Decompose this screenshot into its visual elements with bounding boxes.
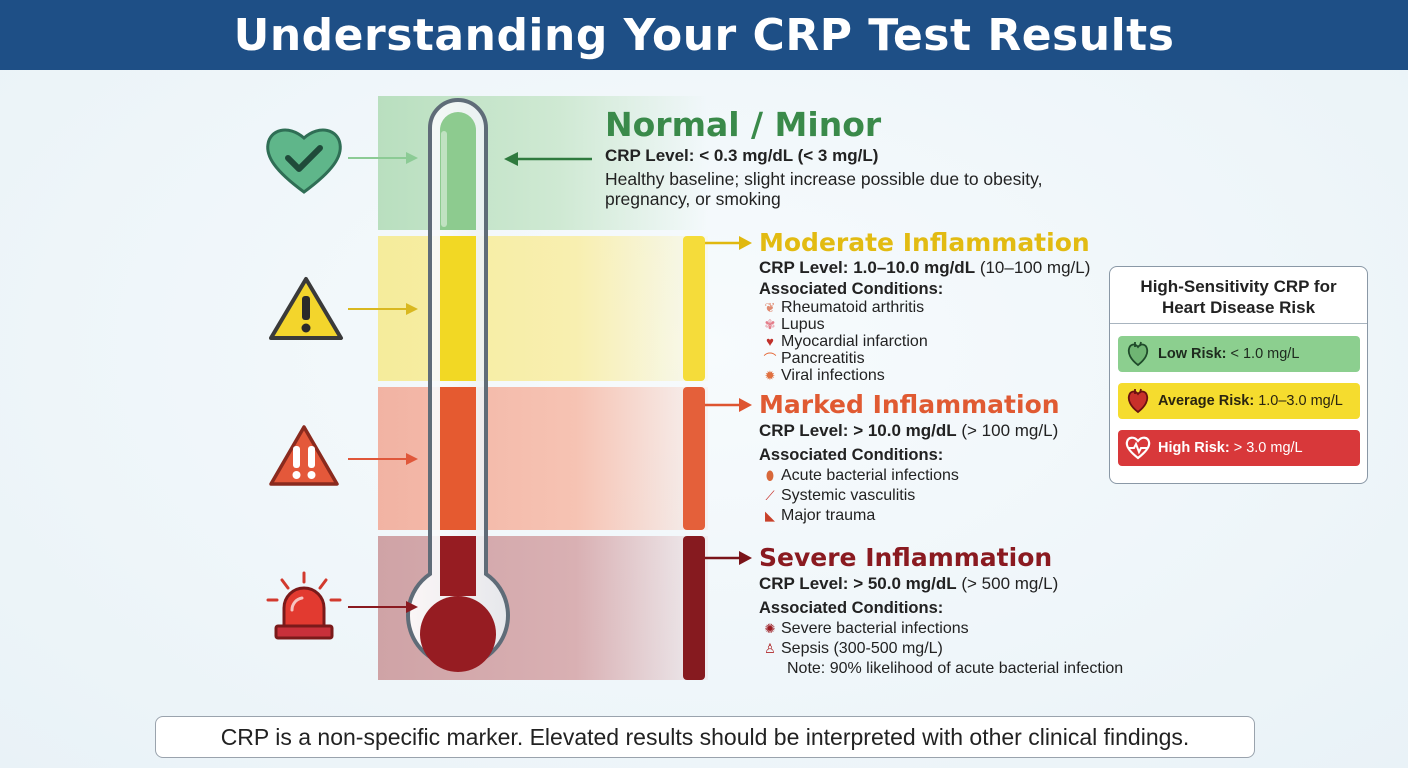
moderate-left-arrow <box>348 303 418 315</box>
severe-left-arrow <box>348 601 418 613</box>
moderate-level: CRP Level: 1.0–10.0 mg/dL (10–100 mg/L) <box>759 258 1091 277</box>
severe-info: Severe Inflammation CRP Level: > 50.0 mg… <box>759 543 1159 679</box>
anatomical-heart-icon <box>1118 341 1158 367</box>
hs-crp-panel: High-Sensitivity CRP for Heart Disease R… <box>1109 266 1368 484</box>
moderate-title: Moderate Inflammation <box>759 228 1090 257</box>
person-icon: ♙ <box>764 641 776 656</box>
warning-icon <box>269 277 343 340</box>
condition-item: ⬮ Acute bacterial infections <box>759 466 1104 486</box>
marked-pointer-arrow <box>705 398 752 412</box>
trauma-icon: ◣ <box>765 508 775 523</box>
marked-associated-label: Associated Conditions: <box>759 446 944 464</box>
page-title: Understanding Your CRP Test Results <box>233 9 1175 61</box>
condition-item: ✹ Viral infections <box>759 367 1104 384</box>
thermometer-orange-segment <box>440 387 476 530</box>
moderate-vertical-bar <box>683 236 705 381</box>
thermometer-bulb <box>420 596 496 672</box>
condition-item: ⟋ Systemic vasculitis <box>759 486 1104 506</box>
normal-title: Normal / Minor <box>605 105 882 144</box>
condition-item: ❦ Rheumatoid arthritis <box>759 299 1104 316</box>
severe-level: CRP Level: > 50.0 mg/dL (> 500 mg/L) <box>759 574 1059 593</box>
average-risk-row: Average Risk: 1.0–3.0 mg/L <box>1118 383 1360 419</box>
red-heart-icon <box>1118 388 1158 414</box>
page-header: Understanding Your CRP Test Results <box>0 0 1408 70</box>
moderate-pointer-arrow <box>705 236 752 250</box>
pancreas-icon: ⌒ <box>763 352 777 367</box>
double-exclamation-icon <box>269 425 339 486</box>
normal-level: CRP Level: < 0.3 mg/dL (< 3 mg/L) <box>605 146 879 165</box>
thermometer-green-segment <box>440 112 476 230</box>
marked-left-arrow <box>348 453 418 465</box>
hs-crp-divider <box>1110 323 1367 324</box>
siren-icon <box>266 571 342 640</box>
thermometer-red-segment <box>440 536 476 596</box>
heart-pulse-icon <box>1118 436 1158 460</box>
low-risk-row: Low Risk: < 1.0 mg/L <box>1118 336 1360 372</box>
severe-title: Severe Inflammation <box>759 543 1053 572</box>
normal-description: Healthy baseline; slight increase possib… <box>605 169 1043 209</box>
severe-pointer-arrow <box>705 551 752 565</box>
joint-icon: ❦ <box>764 299 776 315</box>
condition-item: ◣ Major trauma <box>759 506 1104 526</box>
thermometer <box>406 98 510 672</box>
thermometer-yellow-segment <box>440 236 476 381</box>
normal-left-arrow <box>348 152 418 164</box>
virus-icon: ✹ <box>764 367 776 383</box>
condition-item: ♥ Myocardial infarction <box>759 333 1104 350</box>
marked-vertical-bar <box>683 387 705 530</box>
hs-crp-title: High-Sensitivity CRP for Heart Disease R… <box>1140 277 1337 317</box>
severe-note: Note: 90% likelihood of acute bacterial … <box>787 660 1124 677</box>
bacteria-icon: ⬮ <box>765 468 775 483</box>
marked-level: CRP Level: > 10.0 mg/dL (> 100 mg/L) <box>759 421 1059 440</box>
condition-item: ✾ Lupus <box>759 316 1104 333</box>
heart-organ-icon: ♥ <box>766 334 774 349</box>
severe-vertical-bar <box>683 536 705 680</box>
marked-title: Marked Inflammation <box>759 390 1060 419</box>
high-risk-row: High Risk: > 3.0 mg/L <box>1118 430 1360 466</box>
moderate-associated-label: Associated Conditions: <box>759 280 944 298</box>
normal-pointer-arrow <box>504 152 592 166</box>
condition-item: ♙ Sepsis (300-500 mg/L) <box>759 639 1159 659</box>
blood-vessel-icon: ⟋ <box>765 488 775 503</box>
footer-note: CRP is a non-specific marker. Elevated r… <box>155 716 1255 758</box>
heart-check-icon <box>266 128 342 194</box>
marked-info: Marked Inflammation CRP Level: > 10.0 mg… <box>759 390 1104 526</box>
condition-item: ✺ Severe bacterial infections <box>759 619 1159 639</box>
condition-item: ⌒ Pancreatitis <box>759 350 1104 368</box>
severe-associated-label: Associated Conditions: <box>759 599 944 617</box>
normal-info: Normal / Minor CRP Level: < 0.3 mg/dL (<… <box>605 105 1105 210</box>
bacteria-cluster-icon: ✺ <box>764 621 776 636</box>
moderate-info: Moderate Inflammation CRP Level: 1.0–10.… <box>759 228 1104 384</box>
butterfly-icon: ✾ <box>764 316 776 332</box>
